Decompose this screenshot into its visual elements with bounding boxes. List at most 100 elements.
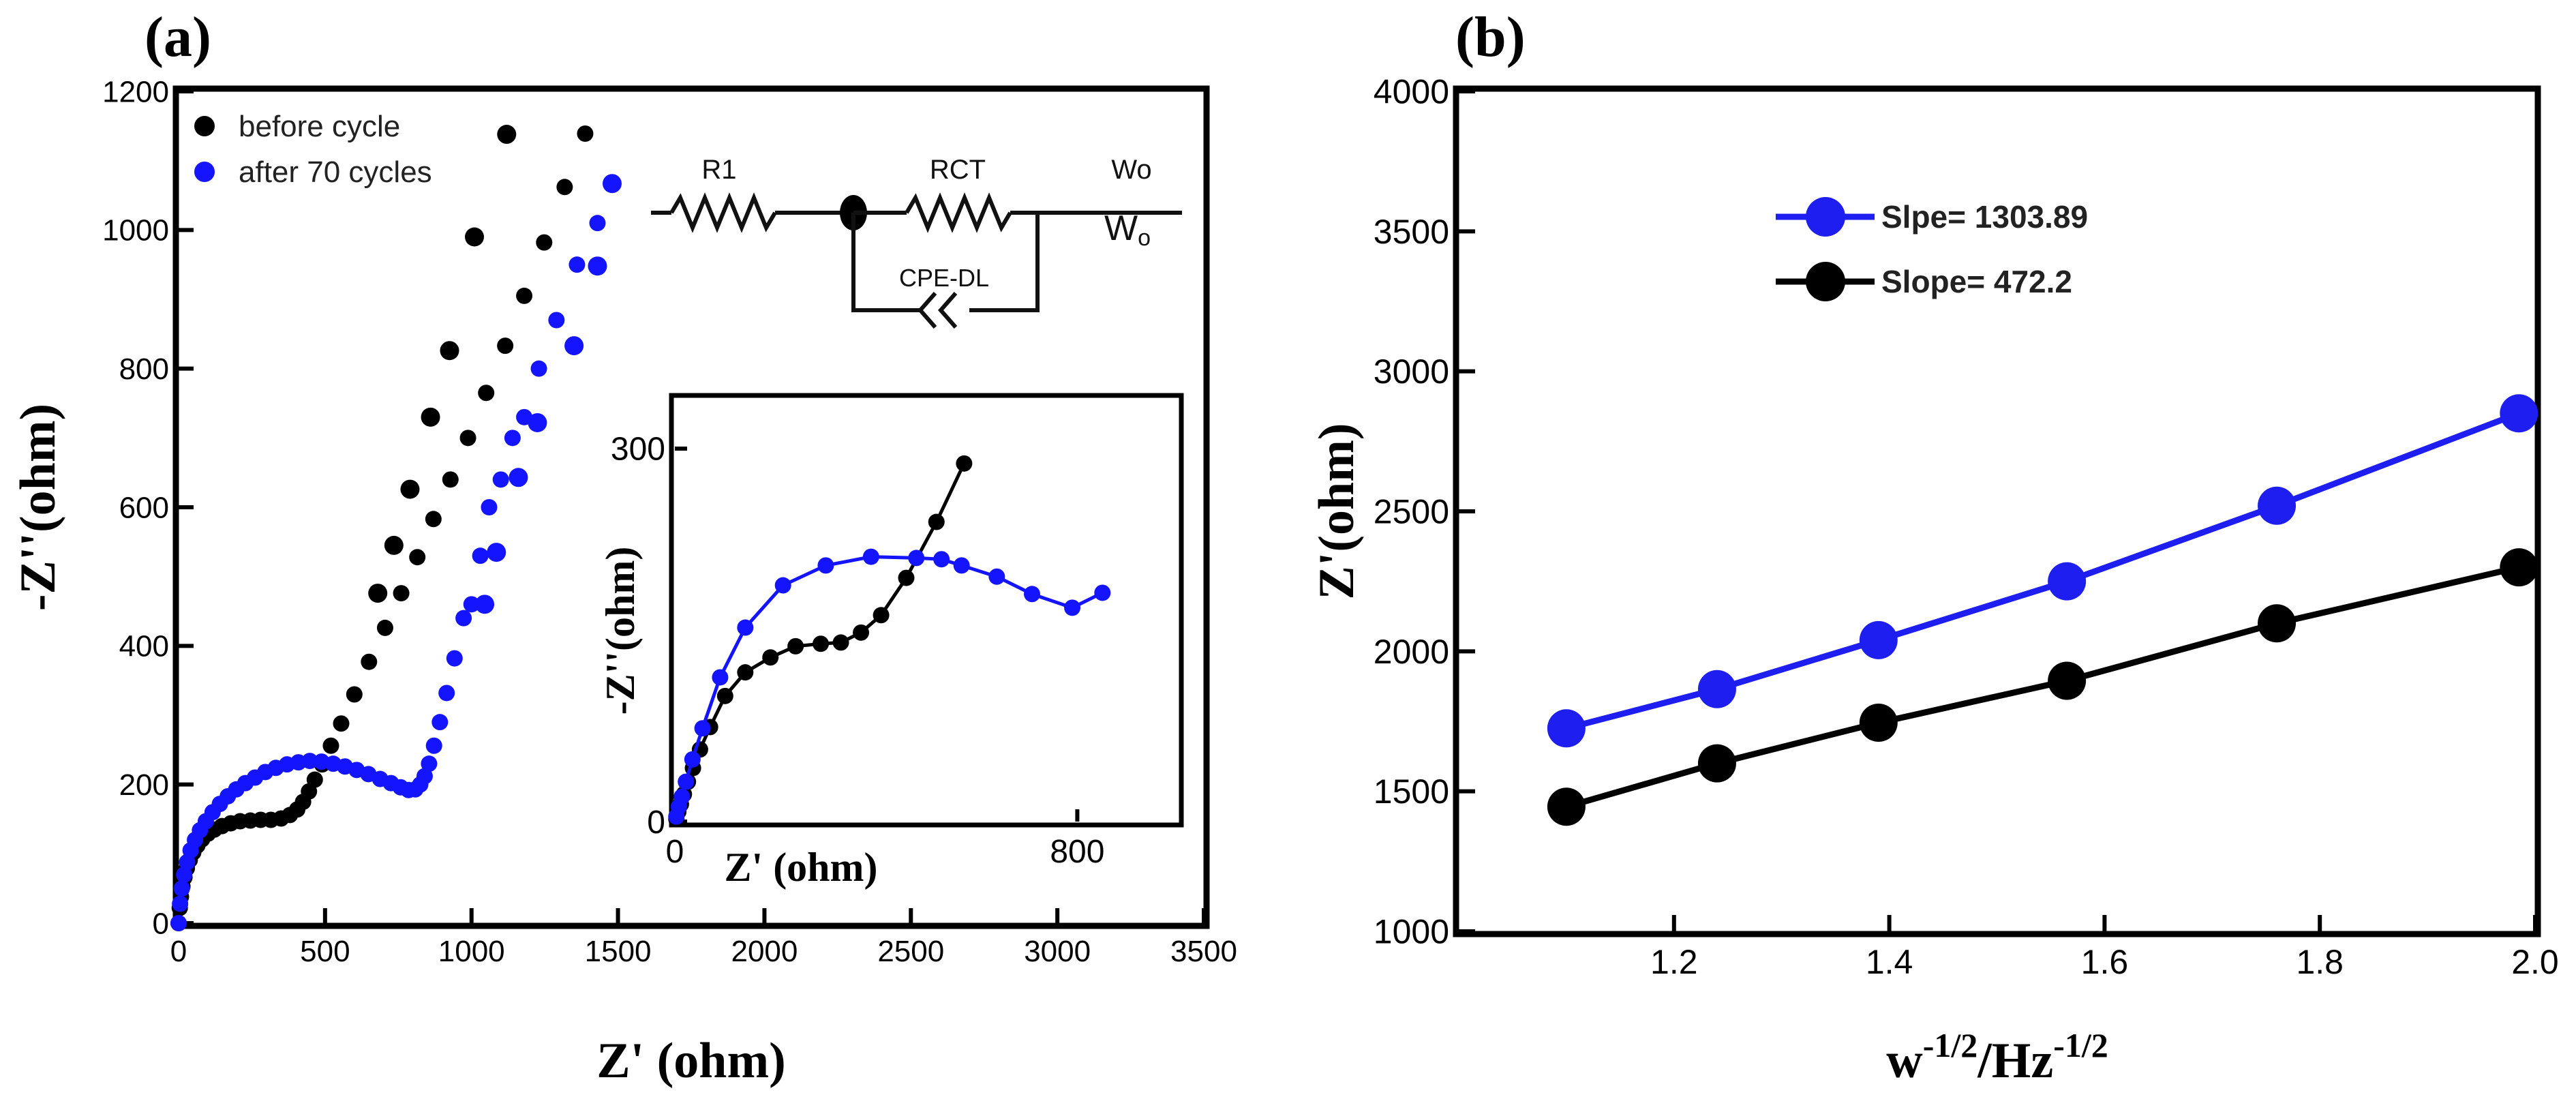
circuit-wo-label: Wo — [1111, 155, 1151, 185]
panel-a-point-after — [301, 753, 318, 770]
panel-a-y-ticks: 0 200 400 600 800 1000 1200 — [102, 75, 194, 940]
warburg-o: o — [1138, 225, 1151, 251]
inset-y-tick-label: 300 — [611, 432, 665, 468]
panel-a-x-tick-label: 2500 — [877, 935, 944, 968]
panel-a-sparse-point-after — [487, 543, 506, 562]
inset-point-after — [988, 568, 1005, 585]
panel-a-sparse-point-after — [509, 468, 528, 487]
inset-point-after — [737, 619, 754, 636]
panel-b-x-ticks: 1.2 1.4 1.6 1.8 2.0 — [1650, 915, 2559, 981]
legend-marker-before — [194, 116, 215, 136]
resistor-rct — [905, 192, 1012, 233]
inset-point-before — [813, 635, 830, 652]
panel-a-sparse-point-after — [588, 256, 607, 276]
panel-a-sparse-point-before — [440, 341, 459, 361]
inset-point-after — [908, 550, 925, 567]
inset-point-before — [737, 664, 754, 681]
panel-b-x-tick-label: 2.0 — [2511, 943, 2559, 981]
panel-a-point-after — [438, 685, 455, 702]
inset-ticks: 0 800 0 300 — [611, 432, 1105, 870]
circuit-cpe-label: CPE-DL — [899, 264, 989, 292]
cpe-plate-right — [938, 292, 958, 329]
panel-a-point-before — [409, 549, 426, 566]
panel-a-point-after — [176, 866, 193, 883]
inset-point-after — [774, 577, 791, 594]
inset-y-tick-label: 0 — [647, 805, 665, 841]
equivalent-circuit: R1 RCT Wo Wo CPE-DL — [651, 155, 1182, 329]
panel-a-point-before — [322, 737, 339, 754]
inset-point-before — [873, 607, 890, 624]
legend-label-blue: Slpe= 1303.89 — [1881, 199, 2088, 235]
panel-a-point-before — [478, 385, 495, 402]
panel-a-point-after — [425, 737, 442, 754]
inset-x-tick-label: 0 — [666, 834, 684, 870]
panel-b-y-tick-label: 3000 — [1374, 352, 1449, 391]
legend-label-before: before cycle — [239, 110, 400, 143]
cpe-branch — [851, 213, 922, 312]
inset-point-before — [928, 513, 945, 530]
panel-a-point-after — [421, 755, 438, 772]
panel-a-point-after — [446, 650, 463, 667]
inset-point-before — [716, 687, 733, 704]
panel-a-sparse-point-after — [475, 595, 495, 614]
inset-point-after — [1094, 584, 1111, 601]
inset-point-before — [832, 634, 849, 651]
panel-b-point-blue — [2048, 562, 2087, 601]
inset-point-after — [933, 551, 950, 568]
legend-marker-after — [194, 162, 215, 182]
panel-a-point-before — [459, 430, 476, 447]
panel-a-point-before — [577, 125, 594, 142]
panel-a-point-before — [516, 287, 533, 304]
panel-a-sparse-point-before — [384, 535, 404, 555]
panel-b-x-tick-label: 1.2 — [1650, 943, 1698, 981]
panel-a-x-tick-label: 1000 — [438, 935, 505, 968]
panel-b-chart: 1.2 1.4 1.6 1.8 2.0 1000 1500 2000 2500 3000 3500… — [1309, 73, 2559, 1090]
inset-point-before — [762, 649, 779, 666]
panel-a-x-tick-label: 2000 — [731, 935, 798, 968]
panel-b-point-black — [1697, 744, 1736, 783]
inset-point-after — [953, 557, 970, 574]
inset-point-after — [1064, 599, 1081, 616]
panel-b-y-tick-label: 2500 — [1374, 493, 1449, 531]
panel-b-legend: Slpe= 1303.89 Slope= 472.2 — [1776, 197, 2088, 301]
panel-b-point-blue — [1697, 670, 1736, 708]
panel-a-x-tick-label: 0 — [170, 935, 187, 968]
legend-marker-blue — [1806, 197, 1845, 237]
cpe-plate-left — [918, 292, 937, 329]
panel-b-x-tick-label: 1.8 — [2296, 943, 2344, 981]
panel-b-y-tick-label: 3500 — [1374, 213, 1449, 251]
inset-point-before — [898, 569, 915, 586]
panel-a-sparse-point-after — [602, 174, 622, 194]
panel-a-point-after — [172, 895, 189, 912]
circuit-rct-label: RCT — [930, 155, 986, 185]
panel-a-y-tick-label: 800 — [119, 352, 169, 386]
panel-a-sparse-point-after — [564, 336, 584, 356]
panel-a-sparse-point-before — [421, 407, 440, 427]
panel-b-point-black — [2500, 548, 2539, 587]
panel-a-point-after — [481, 499, 498, 515]
panel-b-x-tick-label: 1.6 — [2081, 943, 2129, 981]
inset-point-before — [956, 455, 973, 472]
panel-a-sparse-point-before — [497, 125, 517, 145]
inset-point-after — [678, 773, 695, 790]
panel-b-point-black — [2258, 604, 2297, 643]
panel-a-x-tick-label: 3000 — [1024, 935, 1091, 968]
inset-x-axis-label: Z' (ohm) — [725, 845, 878, 890]
panel-a-chart: 0 500 1000 1500 2000 2500 3000 3500 02004006008… — [10, 75, 1237, 1089]
inset-point-before — [853, 624, 870, 641]
inset-point-after — [1023, 586, 1040, 603]
panel-b-point-blue — [1859, 620, 1898, 659]
legend-marker-black — [1806, 262, 1845, 301]
panel-a-series — [170, 125, 622, 931]
resistor-r1 — [669, 192, 777, 233]
inset-point-before — [787, 637, 804, 655]
panel-b-y-axis-label: Z'(ohm) — [1309, 423, 1365, 600]
panel-a-point-before — [346, 686, 363, 703]
panel-b-label: (b) — [1455, 5, 1526, 69]
panel-a-point-before — [306, 771, 323, 788]
panel-a-x-ticks: 0 500 1000 1500 2000 2500 3000 3500 — [170, 908, 1237, 968]
inset-series — [668, 455, 1111, 828]
panel-a-point-before — [536, 234, 553, 251]
panel-a-point-after — [569, 256, 586, 273]
